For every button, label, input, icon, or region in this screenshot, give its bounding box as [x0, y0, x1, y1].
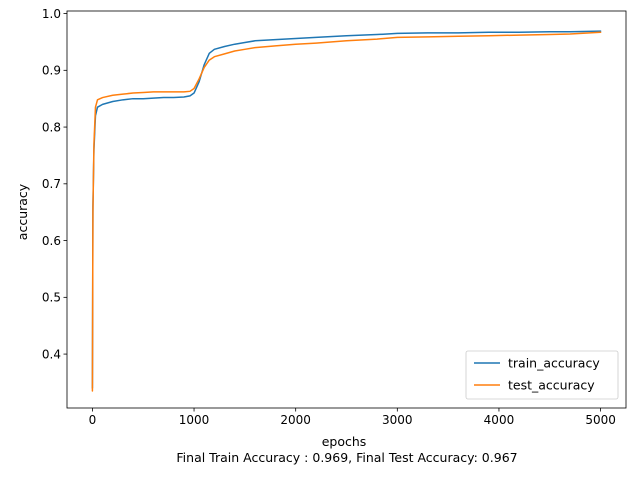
- series-layer: [91, 30, 602, 392]
- legend-label-train-accuracy: train_accuracy: [508, 356, 600, 371]
- x-tick-label: 3000: [382, 413, 413, 427]
- y-tick-label: 0.6: [42, 234, 61, 248]
- y-tick-label: 1.0: [42, 7, 61, 21]
- y-axis-ticks: 0.4 0.5 0.6 0.7 0.8 0.9 1.0: [42, 7, 67, 361]
- series-line-train-accuracy: [91, 30, 602, 389]
- x-axis-ticks: 0 1000 2000 3000 4000 5000: [89, 408, 616, 427]
- x-tick-label: 2000: [280, 413, 311, 427]
- x-tick-label: 1000: [179, 413, 210, 427]
- x-axis-label: epochs: [322, 434, 367, 449]
- y-axis-label: accuracy: [15, 183, 30, 240]
- plot-area: [66, 10, 627, 409]
- x-tick-label: 5000: [585, 413, 616, 427]
- legend-label-test-accuracy: test_accuracy: [508, 378, 595, 393]
- x-tick-label: 4000: [484, 413, 515, 427]
- y-tick-label: 0.4: [42, 347, 61, 361]
- y-tick-label: 0.7: [42, 177, 61, 191]
- x-tick-label: 0: [89, 413, 97, 427]
- series-line-test-accuracy: [91, 31, 602, 392]
- y-tick-label: 0.8: [42, 120, 61, 134]
- legend: train_accuracy test_accuracy: [465, 350, 619, 400]
- y-tick-label: 0.9: [42, 64, 61, 78]
- axes-frame: [66, 10, 627, 409]
- chart-caption: Final Train Accuracy : 0.969, Final Test…: [176, 450, 517, 465]
- y-tick-label: 0.5: [42, 291, 61, 305]
- legend-box: [465, 350, 619, 400]
